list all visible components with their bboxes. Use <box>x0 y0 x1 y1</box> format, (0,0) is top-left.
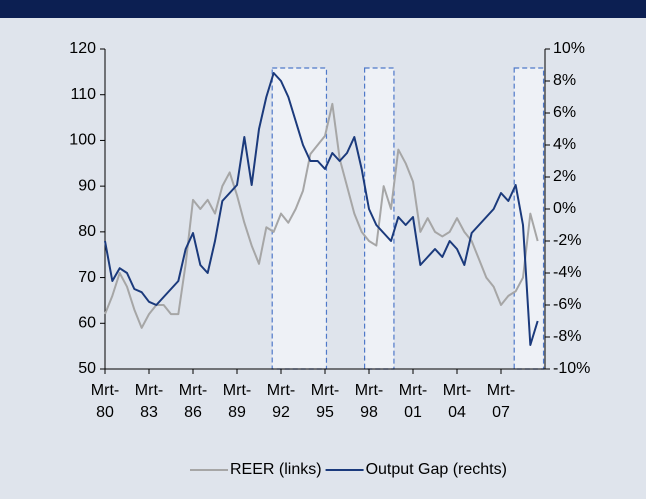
y-tick-label: 90 <box>78 177 96 194</box>
y2-tick-label: 8% <box>553 72 576 89</box>
y2-tick-label: 10% <box>553 40 585 57</box>
x-tick-label: Mrt-92 <box>267 382 295 421</box>
y2-tick-label: -2% <box>553 232 581 249</box>
x-tick-label: Mrt-07 <box>487 382 515 421</box>
series-line <box>104 102 539 329</box>
legend-label: Output Gap (rechts) <box>366 461 507 478</box>
y-tick-label: 80 <box>78 223 96 240</box>
x-tick-label: Mrt-98 <box>355 382 383 421</box>
x-tick-label: Mrt-86 <box>179 382 207 421</box>
y2-tick-label: -8% <box>553 328 581 345</box>
x-tick-label: Mrt-04 <box>443 382 471 421</box>
y-tick-label: 50 <box>78 360 96 377</box>
x-tick-label: Mrt-83 <box>135 382 163 421</box>
y2-tick-label: -6% <box>553 296 581 313</box>
y2-tick-label: 4% <box>553 136 576 153</box>
series-line <box>104 72 539 346</box>
title-band <box>0 0 646 18</box>
y2-tick-label: 6% <box>553 104 576 121</box>
y2-tick-label: -10% <box>553 360 590 377</box>
shaded-period <box>271 67 328 370</box>
x-tick-label: Mrt-89 <box>223 382 251 421</box>
x-tick-label: Mrt-01 <box>399 382 427 421</box>
x-tick-label: Mrt-80 <box>91 382 119 421</box>
y2-tick-label: 0% <box>553 200 576 217</box>
y-tick-label: 110 <box>70 86 96 103</box>
y2-tick-label: -4% <box>553 264 581 281</box>
y-tick-label: 70 <box>78 269 96 286</box>
y2-tick-label: 2% <box>553 168 576 185</box>
legend-label: REER (links) <box>230 461 322 478</box>
y-tick-label: 60 <box>78 315 96 332</box>
y-tick-label: 100 <box>69 132 96 149</box>
x-tick-label: Mrt-95 <box>311 382 339 421</box>
y-tick-label: 120 <box>69 40 96 57</box>
